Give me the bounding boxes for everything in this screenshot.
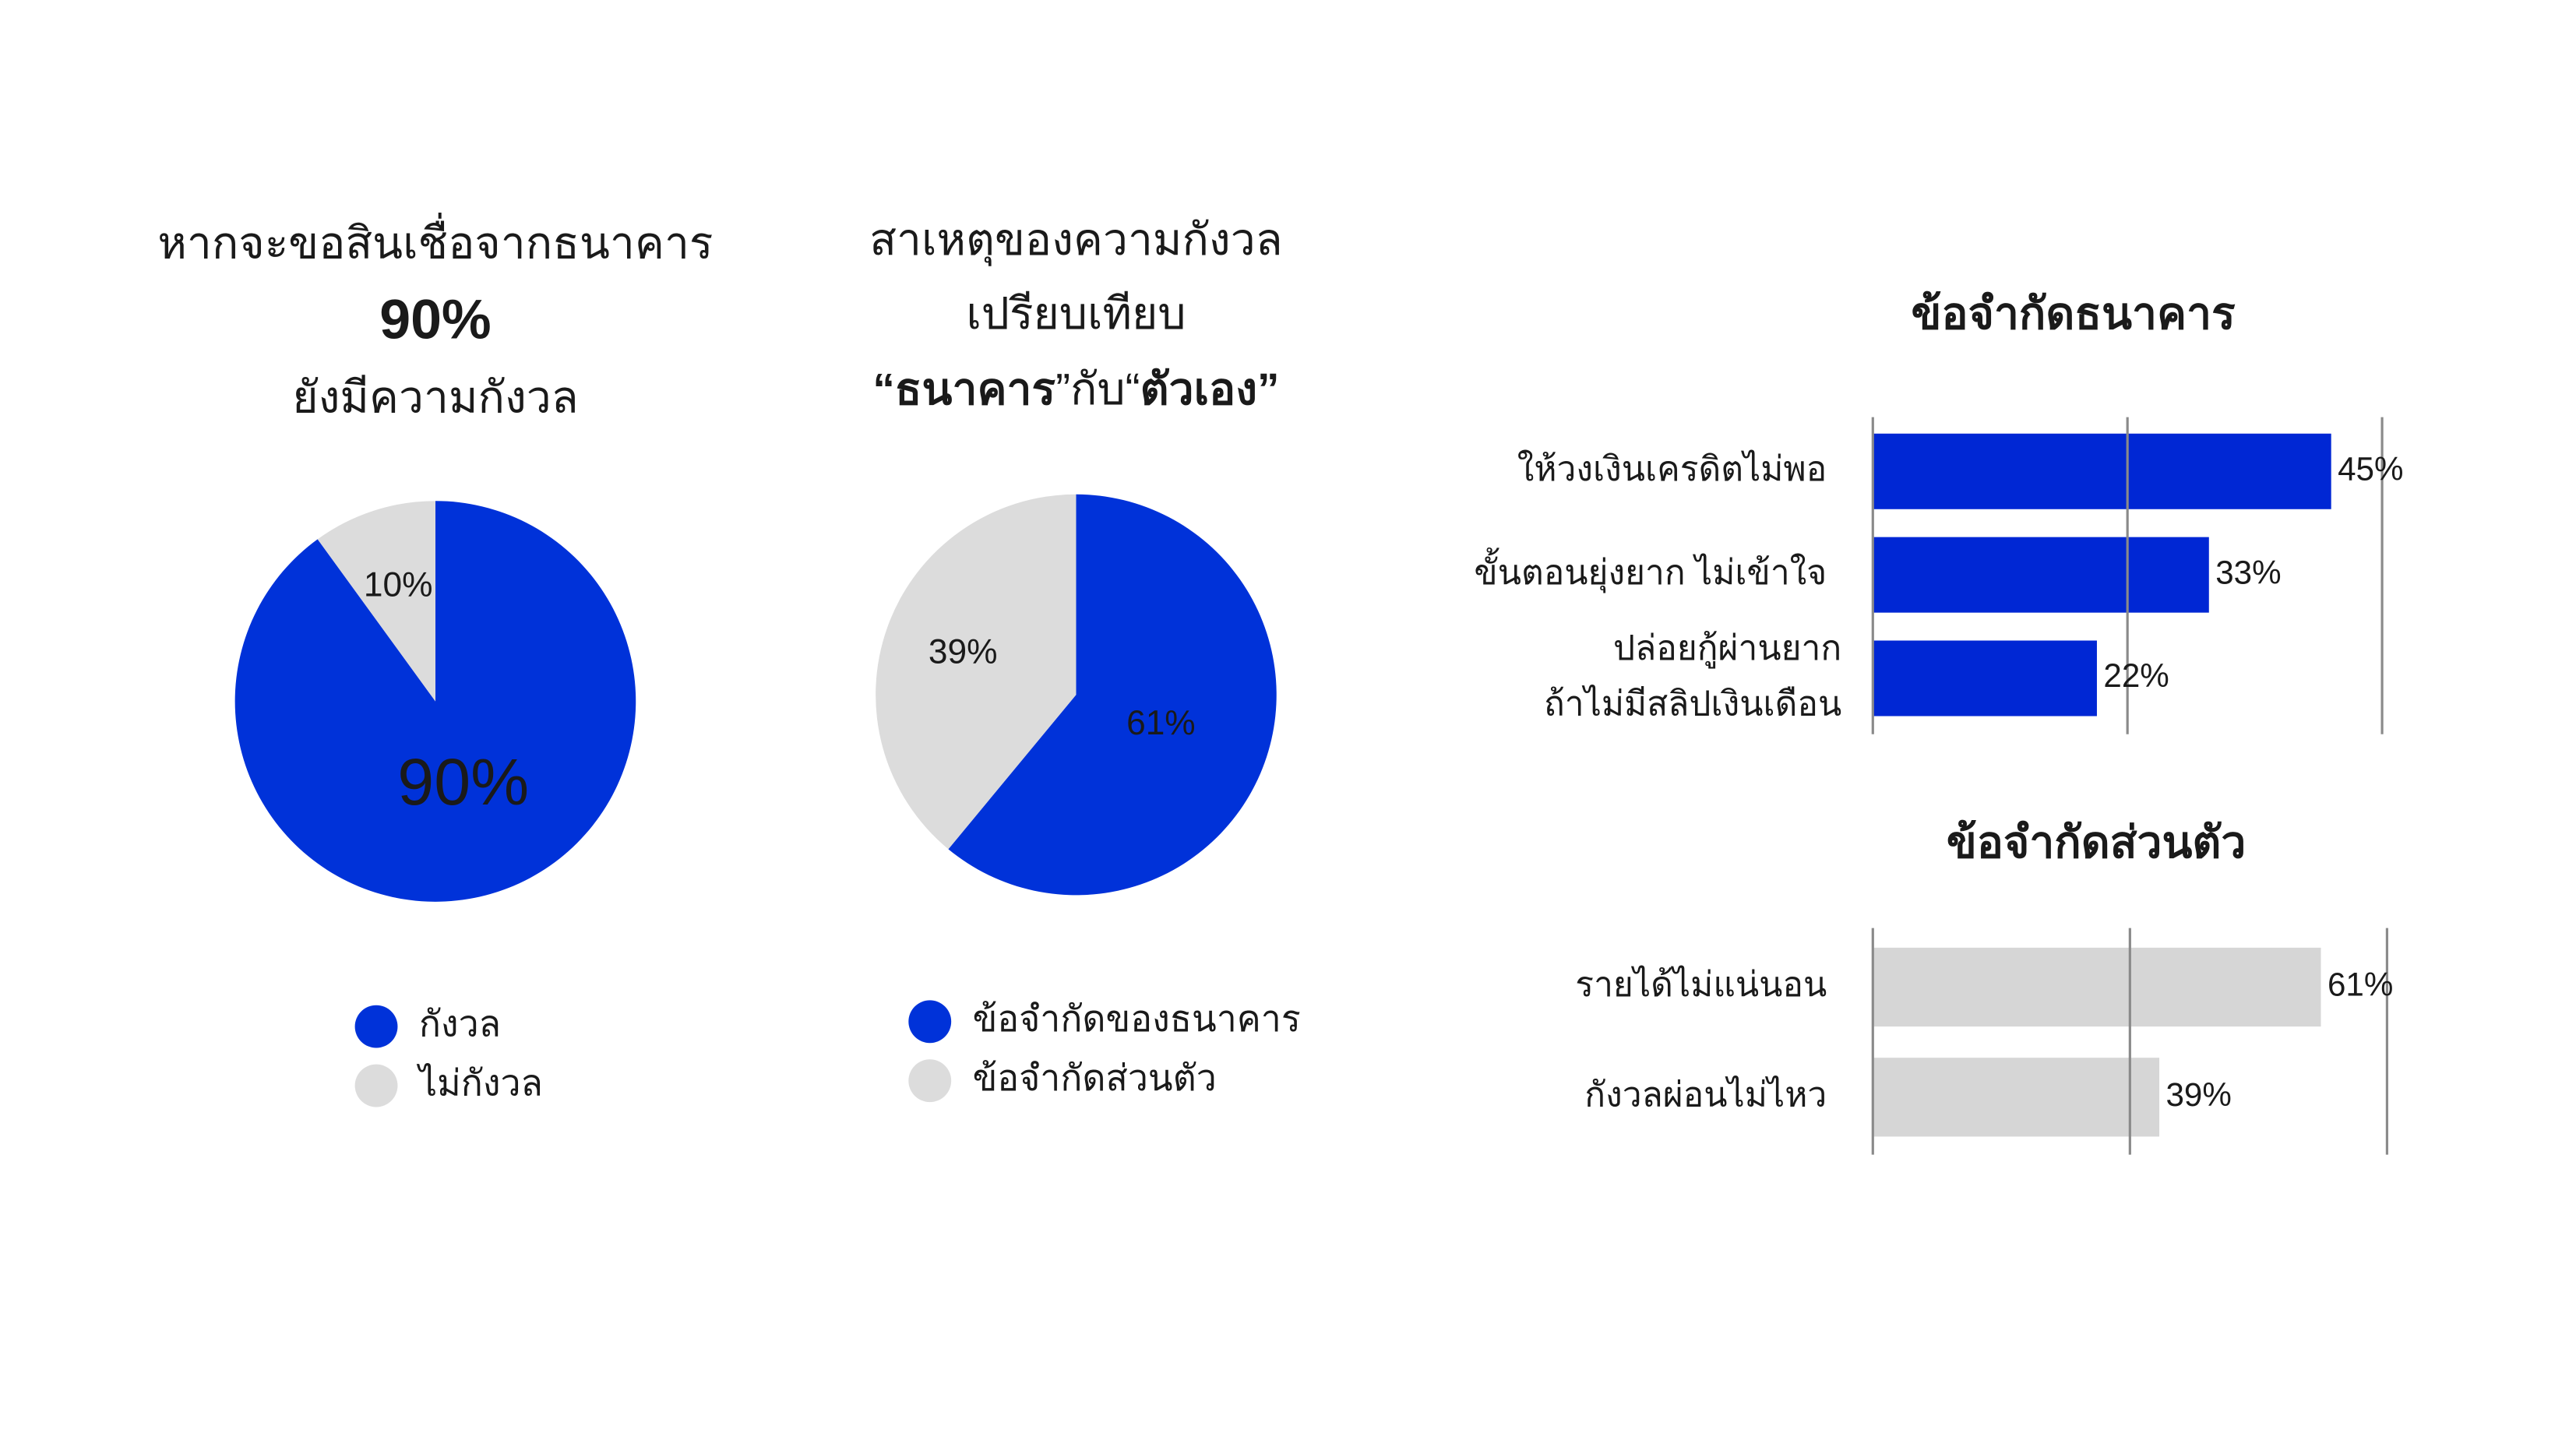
legend-swatch xyxy=(354,1005,398,1048)
value-label: 22% xyxy=(2103,657,2169,694)
title-segment: ตัวเอง” xyxy=(1140,364,1280,414)
chart-title: ข้อจำกัดส่วนตัว xyxy=(1947,818,2247,868)
value-label: 45% xyxy=(2338,450,2403,487)
chart-title: หากจะขอสินเชื่อจากธนาคาร xyxy=(157,212,713,268)
value-label: 61% xyxy=(2328,966,2393,1003)
category-label: ให้วงเงินเครดิตไม่พอ xyxy=(1517,449,1827,488)
bar xyxy=(1873,640,2097,716)
title-segment: “ธนาคาร xyxy=(872,364,1055,414)
pie-slice xyxy=(876,494,1077,850)
value-label: 39% xyxy=(2166,1076,2232,1113)
chart-title: 90% xyxy=(379,288,491,350)
chart-title: สาเหตุของความกังวล xyxy=(869,215,1282,266)
legend-swatch xyxy=(908,1059,952,1103)
legend-label: ข้อจำกัดส่วนตัว xyxy=(973,1058,1217,1098)
legend-swatch xyxy=(354,1064,398,1107)
chart-title: เปรียบเทียบ xyxy=(966,289,1186,339)
category-label: กังวลผ่อนไม่ไหว xyxy=(1584,1075,1827,1114)
category-label: ปล่อยกู้ผ่านยาก xyxy=(1613,629,1841,669)
pie-slice xyxy=(317,501,435,702)
slice-label: 10% xyxy=(364,565,433,604)
bar xyxy=(1873,537,2209,613)
pie-slice xyxy=(948,494,1277,896)
chart-title: “ธนาคาร”กับ“ตัวเอง” xyxy=(872,364,1279,414)
legend-label: ข้อจำกัดของธนาคาร xyxy=(973,998,1301,1039)
legend-label: ไม่กังวล xyxy=(416,1062,543,1103)
chart-title: ข้อจำกัดธนาคาร xyxy=(1911,289,2236,339)
bar xyxy=(1873,947,2321,1027)
chart-title: ยังมีความกังวล xyxy=(292,373,578,423)
slice-label: 90% xyxy=(397,745,529,819)
bar xyxy=(1873,1058,2160,1137)
legend-swatch xyxy=(908,1000,952,1044)
pie-slice xyxy=(234,501,636,902)
title-segment: ”กับ“ xyxy=(1055,364,1140,414)
value-label: 33% xyxy=(2215,554,2281,590)
category-label: รายได้ไม่แน่นอน xyxy=(1575,965,1827,1004)
slice-label: 61% xyxy=(1126,704,1196,742)
slice-label: 39% xyxy=(929,633,998,671)
category-label: ขั้นตอนยุ่งยาก ไม่เข้าใจ xyxy=(1474,547,1827,593)
legend-label: กังวล xyxy=(419,1003,501,1044)
category-label: ถ้าไม่มีสลิปเงินเดือน xyxy=(1544,685,1841,724)
bar xyxy=(1873,433,2331,509)
